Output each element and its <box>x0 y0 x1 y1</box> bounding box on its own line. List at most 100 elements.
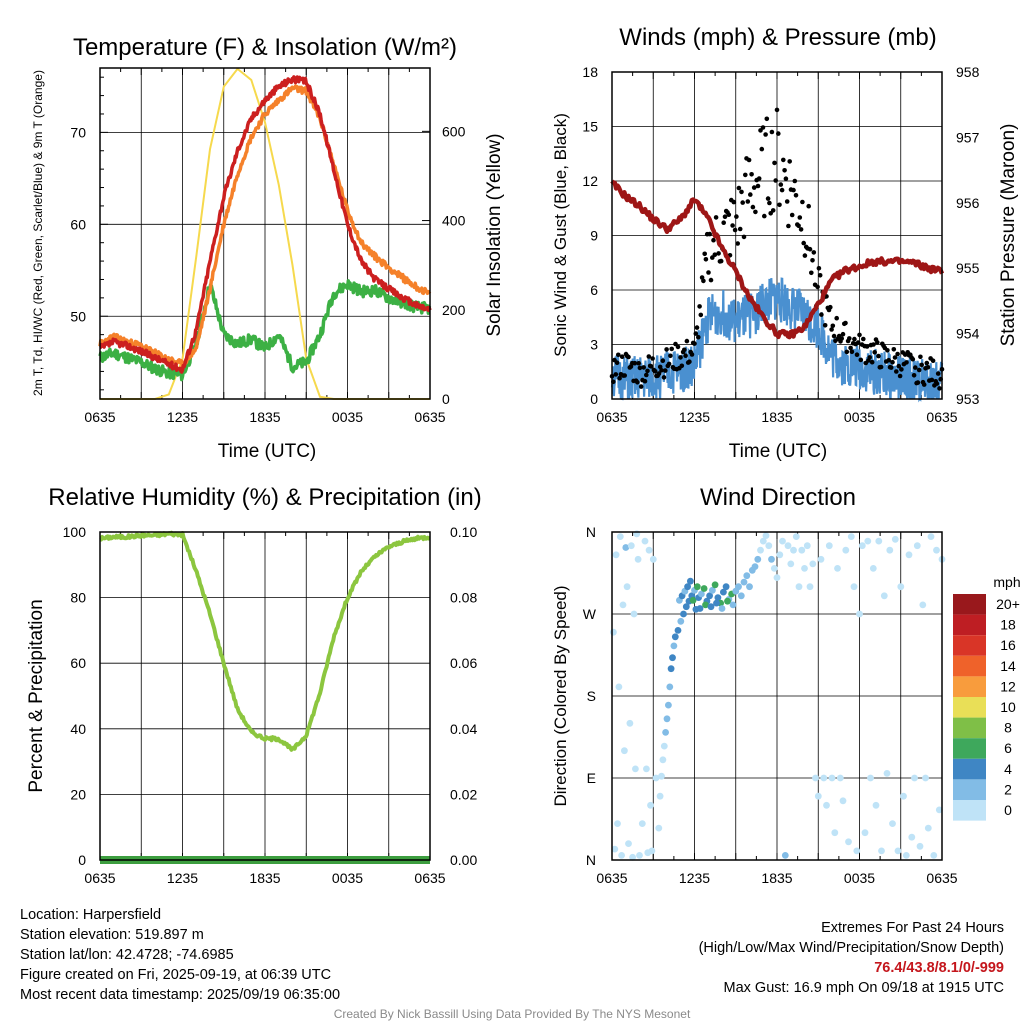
gust-point <box>778 182 784 187</box>
direction-point <box>853 847 861 855</box>
x-tick-label: 0635 <box>84 409 115 425</box>
gust-point <box>751 185 757 190</box>
direction-point <box>687 577 694 585</box>
colorbar-label: 6 <box>1004 740 1012 756</box>
direction-point <box>759 537 767 545</box>
direction-point <box>856 610 863 618</box>
direction-point <box>806 583 814 591</box>
x-tick-label: 0635 <box>84 870 115 886</box>
temp-9m-line <box>98 84 432 369</box>
direction-point <box>878 847 885 855</box>
gust-point <box>767 200 772 206</box>
direction-point <box>864 537 872 545</box>
gust-point <box>854 352 860 358</box>
direction-point <box>823 801 830 809</box>
gust-point <box>772 160 777 166</box>
y-right-tick-label: 0.00 <box>450 852 477 868</box>
gust-point <box>937 386 942 391</box>
gust-point <box>613 372 619 377</box>
gust-point <box>764 116 770 122</box>
gust-point <box>734 214 739 219</box>
direction-point <box>836 774 844 782</box>
y-tick-label: 60 <box>70 655 86 671</box>
direction-point <box>919 601 927 609</box>
direction-point <box>817 555 825 563</box>
gust-point <box>682 347 687 353</box>
x-tick-label: 0035 <box>332 870 363 886</box>
gust-point <box>801 240 806 246</box>
gust-point <box>759 146 765 152</box>
gust-point <box>679 363 685 369</box>
gust-point <box>774 107 780 113</box>
direction-point <box>634 555 642 563</box>
gust-point <box>809 270 814 276</box>
x-axis-label: Time (UTC) <box>729 441 828 462</box>
gust-point <box>888 365 894 370</box>
chart-title: Wind Direction <box>700 484 856 511</box>
direction-point <box>714 594 722 601</box>
y-tick-label: W <box>583 606 597 622</box>
x-tick-label: 0635 <box>414 409 445 425</box>
direction-point <box>615 683 623 691</box>
direction-point <box>872 801 880 809</box>
gust-point <box>737 226 743 232</box>
gust-point <box>875 340 880 345</box>
y-right-tick-label: 0.04 <box>450 721 477 737</box>
gust-point <box>750 204 756 210</box>
y-tick-label: 70 <box>70 124 86 140</box>
direction-point <box>790 546 797 554</box>
gust-point <box>656 371 662 376</box>
y-axis-label: Direction (Colored By Speed) <box>551 585 570 806</box>
y-right-tick-label: 0.10 <box>450 524 477 540</box>
gust-point <box>781 157 786 163</box>
gust-point <box>669 346 674 352</box>
direction-point <box>684 583 691 591</box>
direction-point <box>935 806 943 814</box>
gust-point <box>675 344 681 350</box>
gust-point <box>864 344 870 349</box>
colorbar-label: 12 <box>1000 678 1016 694</box>
gust-point <box>777 202 782 208</box>
direction-point <box>930 852 938 859</box>
gust-point <box>711 237 716 243</box>
gust-point <box>885 348 890 353</box>
direction-point <box>707 603 715 611</box>
direction-point <box>770 565 778 572</box>
gust-point <box>741 234 747 240</box>
gust-point <box>896 363 902 369</box>
direction-point <box>831 829 839 837</box>
direction-point <box>663 715 671 723</box>
gust-point <box>871 342 876 347</box>
y-axis-label-right: Solar Insolation (Yellow) <box>484 133 505 336</box>
y-right-tick-label: 0.08 <box>450 590 477 606</box>
gust-point <box>701 278 706 284</box>
y-right-tick-label: 0.02 <box>450 786 477 802</box>
direction-point <box>649 555 657 563</box>
direction-point <box>911 774 918 782</box>
direction-point <box>867 774 874 782</box>
direction-point <box>619 601 627 609</box>
colorbar-label: 14 <box>1000 658 1016 674</box>
gust-point <box>763 132 768 137</box>
gust-point <box>848 345 853 351</box>
direction-point <box>713 599 720 607</box>
x-tick-label: 1235 <box>679 870 710 886</box>
direction-point <box>927 533 935 540</box>
direction-point <box>656 792 664 800</box>
gust-point <box>687 359 692 365</box>
gust-point <box>815 284 820 290</box>
x-tick-label: 0035 <box>844 870 875 886</box>
colorbar-swatch <box>953 717 986 739</box>
direction-point <box>839 797 847 805</box>
gust-point <box>641 365 646 370</box>
colorbar-swatch <box>953 655 986 677</box>
direction-point <box>629 853 636 861</box>
gust-point <box>678 355 683 360</box>
gust-point <box>712 252 718 257</box>
direction-point <box>632 765 639 773</box>
gust-point <box>732 227 738 233</box>
direction-point <box>674 627 682 634</box>
gust-point <box>694 325 700 330</box>
gust-point <box>806 203 811 209</box>
gust-point <box>830 323 836 329</box>
